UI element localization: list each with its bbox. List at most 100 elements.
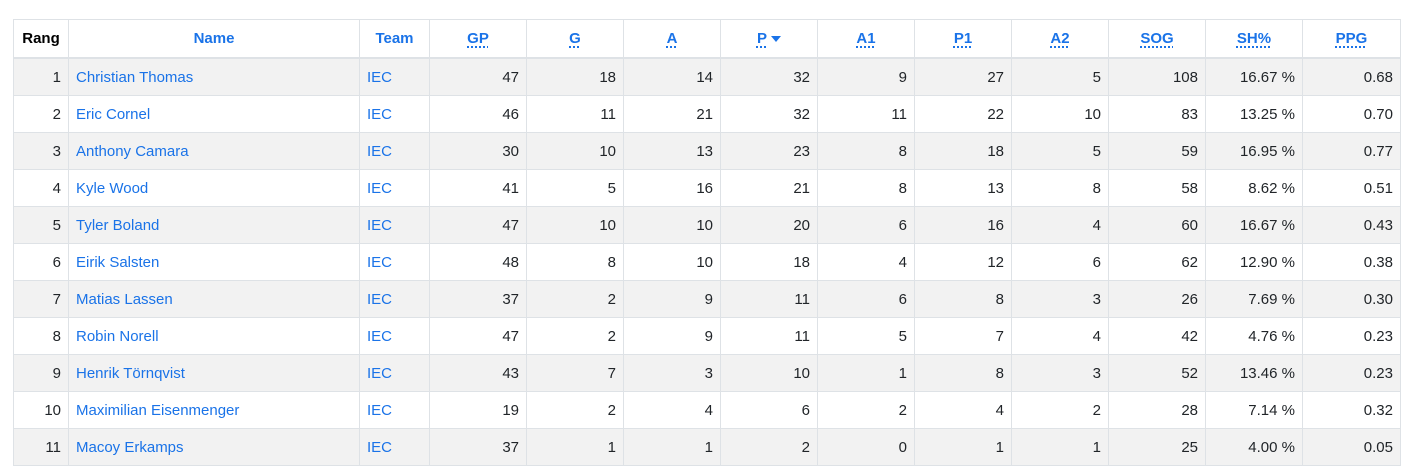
- cell-g: 8: [526, 243, 624, 281]
- cell-p1: 7: [914, 317, 1012, 355]
- player-name-link[interactable]: Robin Norell: [76, 327, 159, 345]
- player-name-link[interactable]: Matias Lassen: [76, 290, 173, 308]
- team-link[interactable]: IEC: [367, 327, 393, 345]
- team-cell: IEC: [359, 354, 430, 392]
- player-name-cell: Christian Thomas: [68, 57, 360, 96]
- cell-g: 5: [526, 169, 624, 207]
- player-name-link[interactable]: Kyle Wood: [76, 179, 149, 197]
- table-row: 11 Macoy Erkamps IEC 37 1 1 2 0 1 1 25 4.00 % 0.05: [13, 428, 1401, 466]
- column-header-g[interactable]: G: [526, 19, 624, 59]
- player-name-cell: Macoy Erkamps: [68, 428, 360, 466]
- cell-sog: 25: [1108, 428, 1206, 466]
- player-name-link[interactable]: Maximilian Eisenmenger: [76, 401, 240, 419]
- team-link[interactable]: IEC: [367, 290, 393, 308]
- cell-g: 10: [526, 206, 624, 244]
- player-stats-table: Rang Name Team GP G A P A1 P1 A2 SOG SH%…: [13, 19, 1401, 466]
- cell-sog: 62: [1108, 243, 1206, 281]
- column-header-p[interactable]: P: [720, 19, 818, 59]
- cell-shpct: 7.14 %: [1205, 391, 1303, 429]
- cell-ppg: 0.77: [1302, 132, 1401, 170]
- column-header-label: P: [756, 30, 767, 47]
- header-row: Rang Name Team GP G A P A1 P1 A2 SOG SH%…: [13, 19, 1401, 59]
- team-link[interactable]: IEC: [367, 216, 393, 234]
- player-name-link[interactable]: Christian Thomas: [76, 68, 194, 86]
- column-header-label: A2: [1050, 30, 1070, 47]
- cell-p: 10: [720, 354, 818, 392]
- cell-shpct: 7.69 %: [1205, 280, 1303, 318]
- team-link[interactable]: IEC: [367, 401, 393, 419]
- cell-a: 9: [623, 280, 721, 318]
- cell-ppg: 0.38: [1302, 243, 1401, 281]
- cell-p: 23: [720, 132, 818, 170]
- column-header-gp[interactable]: GP: [429, 19, 527, 59]
- cell-sog: 28: [1108, 391, 1206, 429]
- cell-a: 9: [623, 317, 721, 355]
- column-header-shpct[interactable]: SH%: [1205, 19, 1303, 59]
- team-cell: IEC: [359, 317, 430, 355]
- cell-a2: 2: [1011, 391, 1109, 429]
- column-header-label: G: [569, 30, 581, 47]
- column-header-p1[interactable]: P1: [914, 19, 1012, 59]
- cell-rank: 7: [13, 280, 69, 318]
- cell-gp: 37: [429, 280, 527, 318]
- cell-a1: 6: [817, 206, 915, 244]
- team-cell: IEC: [359, 206, 430, 244]
- column-header-ppg[interactable]: PPG: [1302, 19, 1401, 59]
- cell-sog: 58: [1108, 169, 1206, 207]
- cell-g: 1: [526, 428, 624, 466]
- column-header-label: Name: [193, 30, 235, 47]
- cell-shpct: 16.67 %: [1205, 206, 1303, 244]
- team-link[interactable]: IEC: [367, 105, 393, 123]
- column-header-label: GP: [467, 30, 489, 47]
- team-link[interactable]: IEC: [367, 142, 393, 160]
- cell-p: 11: [720, 317, 818, 355]
- player-name-link[interactable]: Eirik Salsten: [76, 253, 160, 271]
- cell-rank: 6: [13, 243, 69, 281]
- cell-a1: 8: [817, 169, 915, 207]
- team-link[interactable]: IEC: [367, 179, 393, 197]
- cell-gp: 41: [429, 169, 527, 207]
- cell-a: 10: [623, 243, 721, 281]
- player-name-link[interactable]: Tyler Boland: [76, 216, 160, 234]
- column-header-a[interactable]: A: [623, 19, 721, 59]
- cell-a1: 11: [817, 95, 915, 133]
- player-name-link[interactable]: Macoy Erkamps: [76, 438, 184, 456]
- cell-a2: 10: [1011, 95, 1109, 133]
- team-link[interactable]: IEC: [367, 438, 393, 456]
- column-header-sog[interactable]: SOG: [1108, 19, 1206, 59]
- cell-a: 3: [623, 354, 721, 392]
- cell-a1: 1: [817, 354, 915, 392]
- cell-ppg: 0.23: [1302, 317, 1401, 355]
- table-row: 1 Christian Thomas IEC 47 18 14 32 9 27 5 108 16.67…: [13, 57, 1401, 96]
- cell-p1: 16: [914, 206, 1012, 244]
- column-header-a2[interactable]: A2: [1011, 19, 1109, 59]
- cell-p: 32: [720, 95, 818, 133]
- column-header-name[interactable]: Name: [68, 19, 360, 59]
- player-name-link[interactable]: Anthony Camara: [76, 142, 189, 160]
- player-name-link[interactable]: Henrik Törnqvist: [76, 364, 185, 382]
- player-name-link[interactable]: Eric Cornel: [76, 105, 151, 123]
- team-link[interactable]: IEC: [367, 68, 393, 86]
- cell-a2: 3: [1011, 280, 1109, 318]
- cell-rank: 1: [13, 57, 69, 96]
- column-header-a1[interactable]: A1: [817, 19, 915, 59]
- team-link[interactable]: IEC: [367, 253, 393, 271]
- team-cell: IEC: [359, 243, 430, 281]
- team-cell: IEC: [359, 280, 430, 318]
- cell-p1: 13: [914, 169, 1012, 207]
- team-cell: IEC: [359, 428, 430, 466]
- cell-sog: 42: [1108, 317, 1206, 355]
- cell-shpct: 16.67 %: [1205, 57, 1303, 96]
- table-row: 3 Anthony Camara IEC 30 10 13 23 8 18 5 59 16.95 % 0…: [13, 132, 1401, 170]
- player-name-cell: Eirik Salsten: [68, 243, 360, 281]
- team-link[interactable]: IEC: [367, 364, 393, 382]
- column-header-team[interactable]: Team: [359, 19, 430, 59]
- column-header-rank: Rang: [13, 19, 69, 59]
- cell-a2: 4: [1011, 317, 1109, 355]
- table-row: 2 Eric Cornel IEC 46 11 21 32 11 22 10 83 13.25 % 0.…: [13, 95, 1401, 133]
- cell-gp: 37: [429, 428, 527, 466]
- table-row: 10 Maximilian Eisenmenger IEC 19 2 4 6 2 4 2 28 7.1…: [13, 391, 1401, 429]
- team-cell: IEC: [359, 391, 430, 429]
- table-body: 1 Christian Thomas IEC 47 18 14 32 9 27 5 108 16.67…: [13, 57, 1401, 466]
- cell-ppg: 0.30: [1302, 280, 1401, 318]
